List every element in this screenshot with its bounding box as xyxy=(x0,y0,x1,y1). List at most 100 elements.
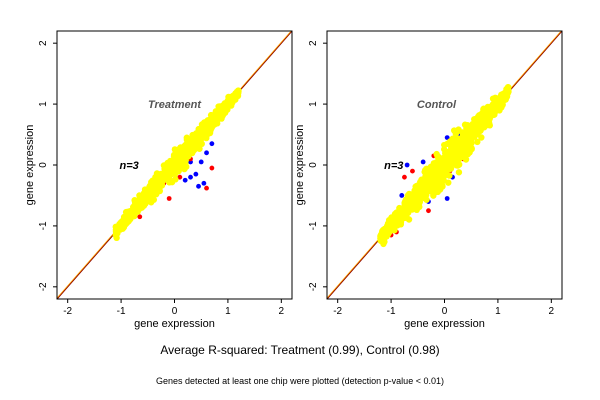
data-point xyxy=(462,156,470,163)
data-point xyxy=(500,91,508,98)
x-axis-label: gene expression xyxy=(134,318,215,330)
x-tick-label: 0 xyxy=(442,306,448,317)
panel-label: Control xyxy=(417,99,457,111)
y-tick-label: -2 xyxy=(308,282,319,291)
data-point xyxy=(405,216,413,223)
data-point xyxy=(177,174,183,180)
data-point xyxy=(131,197,138,204)
data-point xyxy=(464,123,471,130)
y-axis-label: gene expression xyxy=(24,125,36,206)
data-point xyxy=(474,113,482,121)
data-point xyxy=(455,161,463,168)
data-point xyxy=(410,168,415,174)
panel-label: Treatment xyxy=(148,99,202,111)
sample-count-annotation: n=3 xyxy=(119,160,138,172)
data-point xyxy=(150,190,158,197)
data-point xyxy=(422,178,430,186)
y-tick-label: -1 xyxy=(38,221,49,230)
data-point xyxy=(474,138,481,146)
data-point xyxy=(176,146,183,154)
y-tick-label: -2 xyxy=(38,282,49,291)
data-point xyxy=(428,180,435,188)
figure-footnote: Genes detected at least one chip were pl… xyxy=(156,376,444,386)
scatter-panel: -2 -1 0 1 2 -2 -1 0 1 2 gene expression gene expres… xyxy=(294,30,563,330)
data-point xyxy=(188,174,193,180)
data-point xyxy=(459,142,466,149)
data-point xyxy=(179,160,186,167)
data-point xyxy=(398,206,406,214)
x-axis-label: gene expression xyxy=(404,318,485,330)
data-point xyxy=(196,145,203,152)
data-point xyxy=(117,219,125,227)
data-point xyxy=(179,154,186,162)
data-point xyxy=(433,175,441,183)
data-point xyxy=(193,171,199,177)
sample-count-annotation: n=3 xyxy=(384,160,403,172)
data-point xyxy=(206,119,213,126)
data-point xyxy=(450,127,458,134)
data-point xyxy=(201,180,207,186)
data-point xyxy=(153,178,160,185)
data-point xyxy=(181,165,188,173)
data-point xyxy=(505,87,512,95)
x-tick-label: 1 xyxy=(495,306,501,317)
data-point xyxy=(399,193,405,198)
data-point xyxy=(477,120,484,127)
data-point xyxy=(466,149,473,156)
data-point xyxy=(153,183,160,191)
y-tick-label: 2 xyxy=(38,40,49,46)
data-point xyxy=(429,186,436,193)
data-point xyxy=(448,154,456,161)
data-point xyxy=(404,162,410,168)
x-tick-label: 2 xyxy=(279,306,285,317)
data-point xyxy=(166,196,172,201)
data-point xyxy=(224,106,231,113)
data-point xyxy=(141,201,148,208)
data-point xyxy=(495,96,503,103)
data-point xyxy=(158,175,166,182)
data-point xyxy=(457,153,464,160)
data-point xyxy=(413,197,420,205)
data-point xyxy=(204,185,209,191)
data-point xyxy=(172,176,179,183)
data-point xyxy=(465,139,472,147)
data-point xyxy=(142,187,149,194)
data-point xyxy=(377,235,384,242)
data-point xyxy=(410,203,417,210)
y-tick-label: -1 xyxy=(308,221,319,230)
data-point xyxy=(444,140,451,148)
data-point xyxy=(217,106,225,113)
data-point xyxy=(459,129,466,136)
data-point xyxy=(445,179,452,186)
y-tick-label: 2 xyxy=(308,40,319,46)
data-point xyxy=(166,179,173,186)
plot-area xyxy=(57,31,292,299)
x-tick-label: -2 xyxy=(63,306,72,317)
data-point xyxy=(446,164,453,172)
data-point xyxy=(444,196,450,201)
data-point xyxy=(209,112,216,119)
data-point xyxy=(485,106,493,113)
figure-caption: Average R-squared: Treatment (0.99), Con… xyxy=(160,343,440,357)
data-point xyxy=(438,158,445,165)
data-point xyxy=(468,134,475,141)
data-point xyxy=(232,90,239,98)
y-axis-label: gene expression xyxy=(294,125,306,206)
data-point xyxy=(407,194,414,201)
data-point xyxy=(137,214,143,220)
data-point xyxy=(439,183,446,190)
data-point xyxy=(483,113,490,121)
scatter-panel: -2 -1 0 1 2 -2 -1 0 1 2 gene expression gene expres… xyxy=(24,30,293,330)
y-tick-label: 1 xyxy=(308,101,319,107)
data-point xyxy=(469,125,476,132)
data-point xyxy=(404,207,411,214)
y-tick-label: 0 xyxy=(38,162,49,168)
data-point xyxy=(446,172,453,179)
scatter-panels: -2 -1 0 1 2 -2 -1 0 1 2 gene expression gene expres… xyxy=(24,30,563,330)
plot-area xyxy=(327,31,562,299)
x-tick-label: 1 xyxy=(225,306,231,317)
data-point xyxy=(182,177,188,183)
y-tick-label: 0 xyxy=(308,162,319,168)
data-point xyxy=(426,208,431,214)
